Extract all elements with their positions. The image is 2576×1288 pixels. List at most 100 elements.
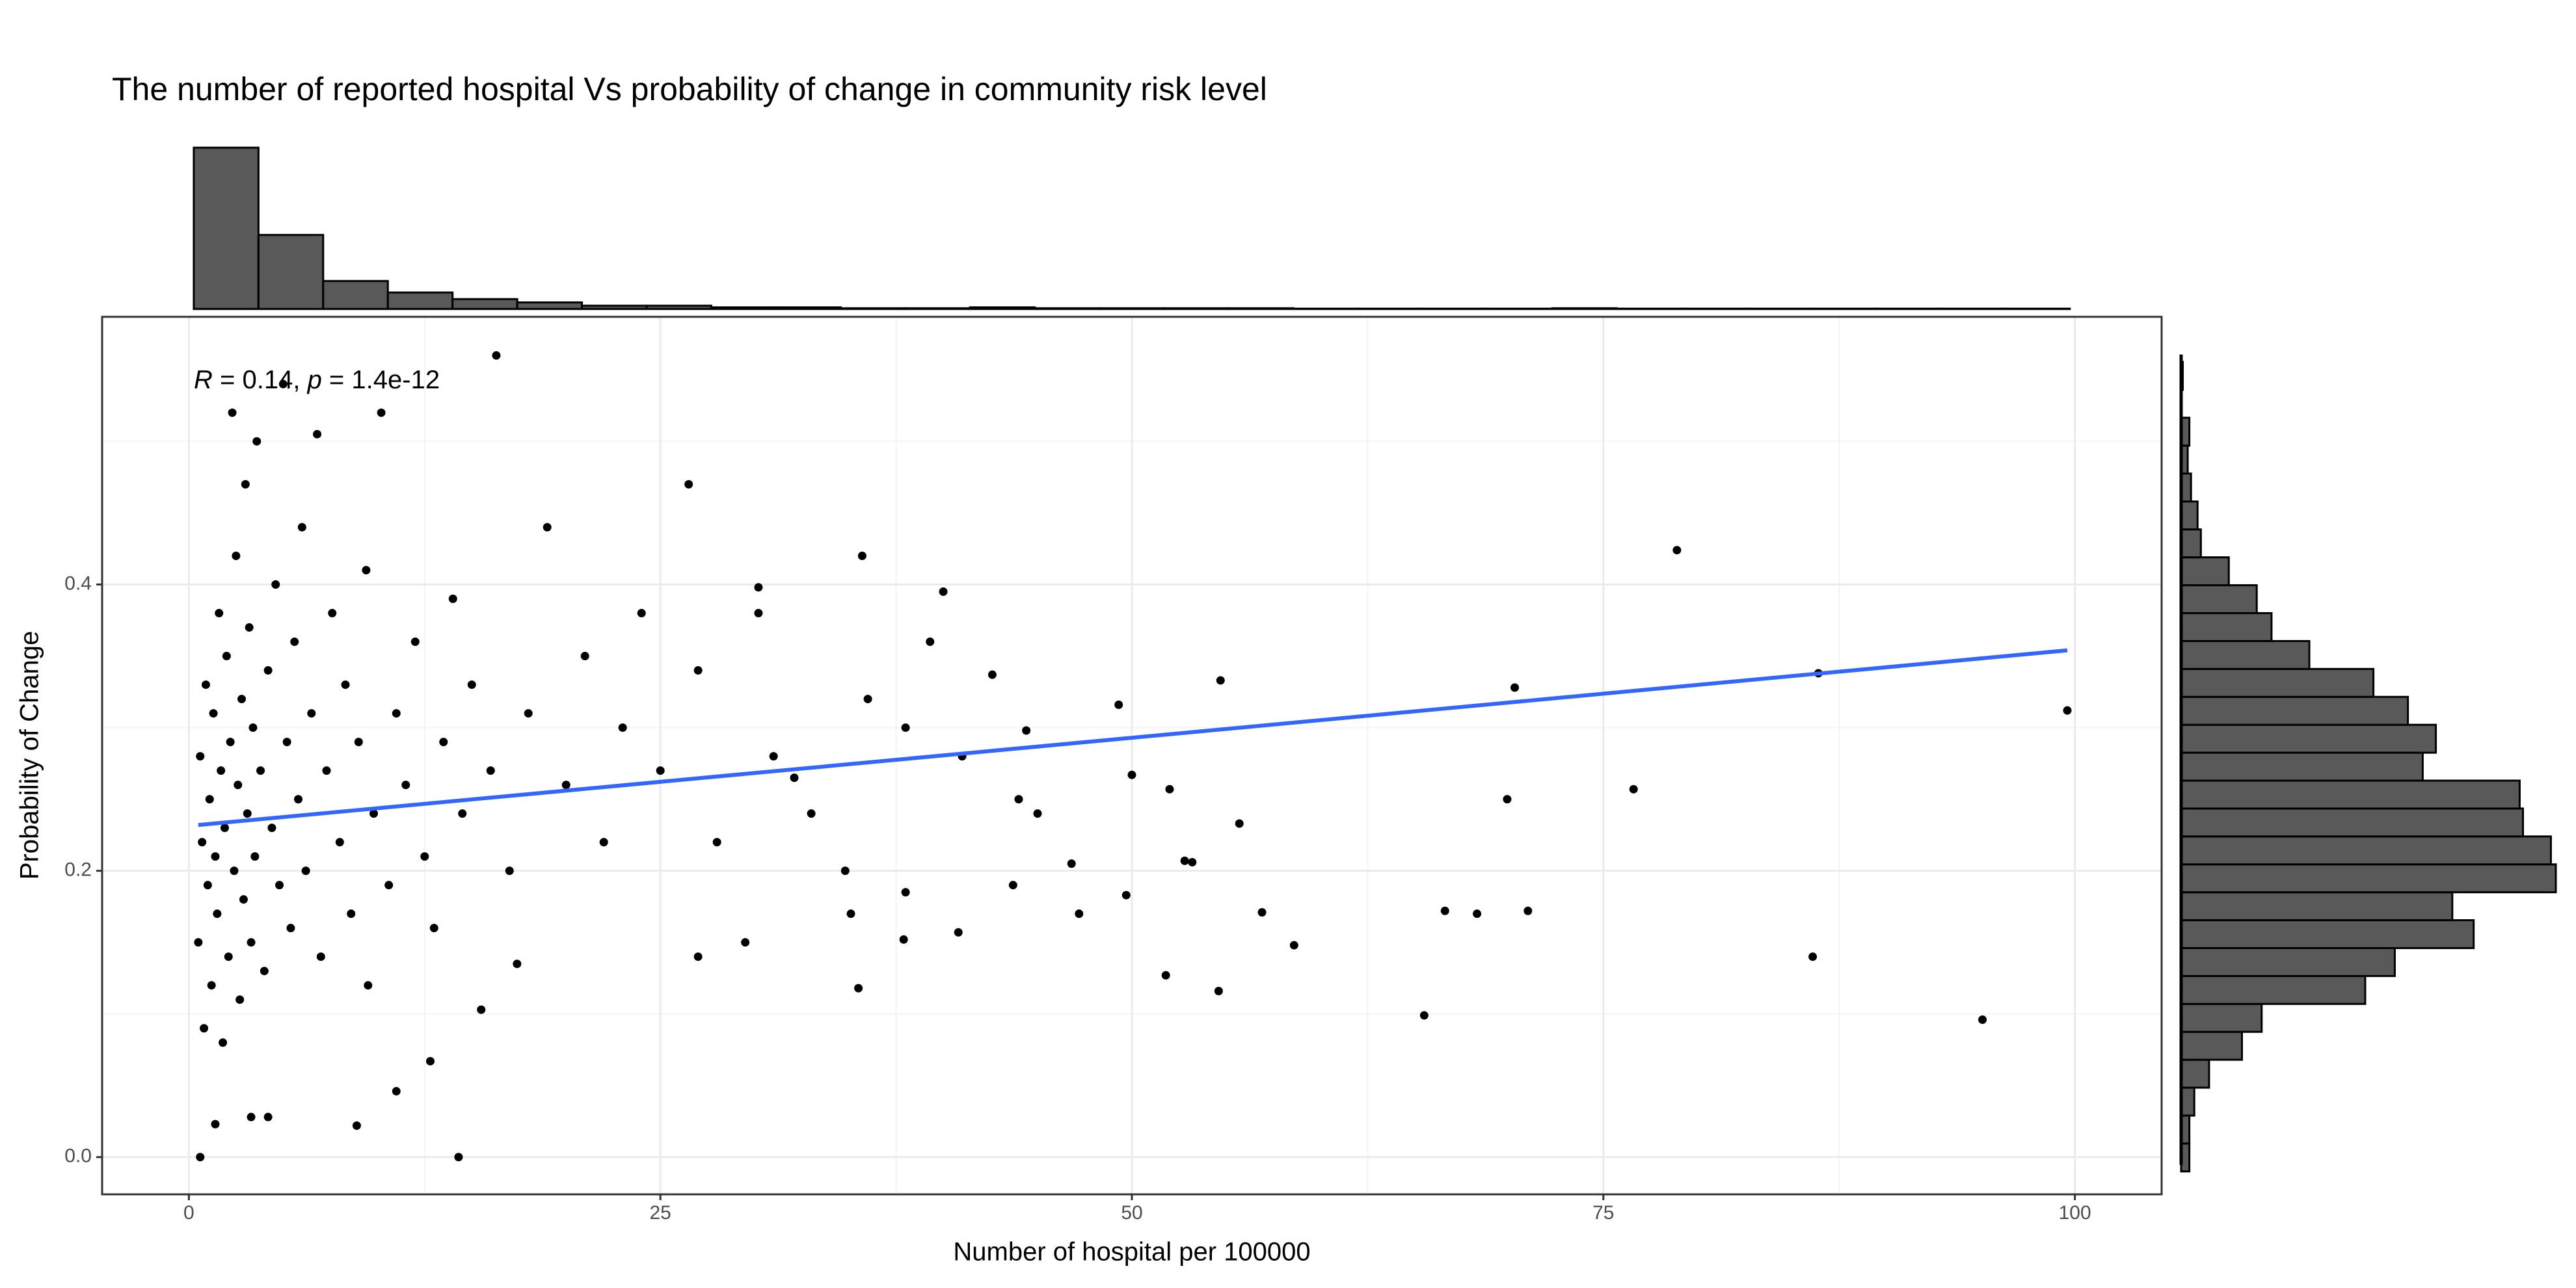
point — [335, 838, 344, 847]
x-axis-label: Number of hospital per 100000 — [953, 1238, 1310, 1267]
histogram-bar — [2180, 807, 2524, 838]
point — [260, 967, 269, 976]
histogram-bar — [193, 146, 260, 310]
histogram-bar — [1680, 307, 1748, 310]
histogram-bar — [2180, 528, 2202, 559]
point — [1033, 809, 1042, 818]
histogram-bar — [2180, 919, 2475, 949]
histogram-bar — [1034, 307, 1101, 310]
point — [954, 928, 963, 937]
point — [1014, 795, 1023, 804]
point — [599, 838, 608, 847]
x-tick-label: 100 — [2059, 1202, 2091, 1224]
y-axis-label: Probability of Change — [16, 631, 44, 879]
histogram-bar — [1874, 307, 1942, 310]
point — [328, 609, 337, 618]
histogram-bar — [2180, 779, 2521, 810]
point — [439, 738, 448, 747]
point — [234, 781, 243, 790]
point — [232, 552, 241, 561]
point — [194, 938, 203, 947]
point — [347, 909, 356, 919]
x-tick-label: 75 — [1592, 1202, 1614, 1224]
point — [392, 1087, 401, 1096]
points — [194, 351, 2072, 1162]
point — [1067, 859, 1076, 868]
point — [769, 752, 778, 761]
point — [205, 795, 214, 804]
histogram-bar — [2180, 639, 2311, 670]
histogram-bar — [775, 306, 842, 310]
point — [198, 838, 207, 847]
histogram-bar — [1292, 307, 1360, 310]
histogram-bar — [2180, 946, 2396, 977]
point — [275, 881, 284, 890]
point — [209, 709, 218, 718]
point — [458, 809, 467, 818]
point — [899, 935, 908, 944]
point — [637, 609, 646, 618]
point — [926, 637, 935, 647]
histogram-bar — [1421, 307, 1489, 310]
point — [220, 824, 229, 833]
annotation-part: p — [307, 366, 322, 394]
point — [790, 773, 799, 783]
histogram-bar — [2180, 974, 2367, 1005]
point — [243, 809, 252, 818]
point — [384, 881, 394, 890]
point — [247, 1112, 256, 1121]
histogram-bar — [581, 304, 648, 310]
point — [301, 866, 310, 876]
point — [237, 695, 247, 704]
point — [1289, 941, 1298, 950]
histogram-bar — [2180, 584, 2258, 615]
point — [656, 766, 665, 775]
histogram-bar — [516, 301, 584, 310]
y-tick-label: 0.4 — [64, 572, 92, 594]
histogram-bar — [2180, 612, 2273, 642]
point — [1180, 856, 1189, 865]
point — [1440, 906, 1449, 915]
point — [282, 738, 291, 747]
point — [1473, 909, 1482, 919]
histogram-bar — [2180, 723, 2437, 754]
histogram-bar — [2180, 891, 2454, 922]
point — [1978, 1015, 1987, 1025]
point — [256, 766, 265, 775]
point — [561, 781, 570, 790]
point — [1022, 726, 1031, 735]
point — [486, 766, 495, 775]
x-tick-label: 25 — [649, 1202, 671, 1224]
histogram-bar — [2180, 1086, 2195, 1117]
annotation-part: = 0.14, — [213, 366, 308, 394]
point — [362, 566, 371, 575]
point — [392, 709, 401, 718]
point — [297, 522, 306, 531]
point — [313, 429, 322, 438]
annotation-part: = 1.4e-12 — [322, 366, 440, 394]
point — [863, 695, 872, 704]
point — [245, 623, 254, 632]
point — [1165, 785, 1174, 794]
point — [684, 479, 693, 489]
histogram-bar — [2180, 500, 2199, 531]
x-tick-label: 50 — [1121, 1202, 1142, 1224]
histogram-bar — [1939, 307, 2006, 310]
point — [222, 652, 231, 661]
point — [286, 924, 295, 933]
point — [524, 709, 533, 718]
point — [263, 1112, 273, 1121]
point — [939, 587, 948, 597]
point — [226, 738, 235, 747]
point — [1510, 683, 1520, 692]
histogram-bar — [1486, 307, 1553, 310]
y-tick-label: 0.0 — [64, 1146, 92, 1167]
histogram-bar — [2004, 307, 2071, 310]
point — [410, 637, 420, 647]
point — [377, 408, 386, 417]
point — [693, 666, 703, 675]
point — [513, 959, 522, 969]
point — [807, 809, 816, 818]
histogram-bar — [1357, 307, 1424, 310]
